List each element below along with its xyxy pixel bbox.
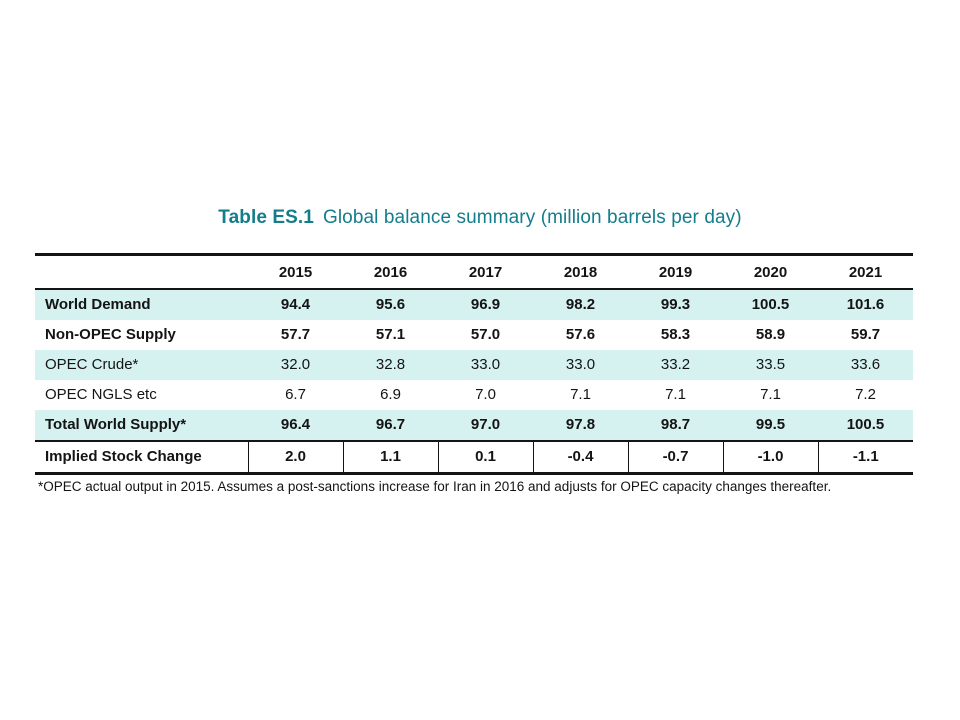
cell-value: 7.1 bbox=[533, 380, 628, 410]
header-empty-cell bbox=[35, 254, 248, 290]
cell-value: 7.1 bbox=[628, 380, 723, 410]
cell-value: 57.0 bbox=[438, 320, 533, 350]
global-balance-table: 2015 2016 2017 2018 2019 2020 2021 World… bbox=[35, 253, 913, 475]
header-year-2018: 2018 bbox=[533, 254, 628, 290]
cell-value: -0.4 bbox=[532, 441, 628, 474]
cell-value: 32.0 bbox=[248, 350, 343, 380]
cell-value: 98.2 bbox=[533, 289, 628, 320]
row-label-implied-stock-change: Implied Stock Change bbox=[35, 441, 248, 474]
cell-value: 6.9 bbox=[343, 380, 438, 410]
cell-value: 96.7 bbox=[343, 410, 438, 441]
cell-value: 33.5 bbox=[723, 350, 818, 380]
footnote: *OPEC actual output in 2015. Assumes a p… bbox=[38, 479, 832, 494]
cell-value: 58.3 bbox=[628, 320, 723, 350]
cell-value: 99.3 bbox=[628, 289, 723, 320]
cell-value: 32.8 bbox=[343, 350, 438, 380]
cell-value: 58.9 bbox=[723, 320, 818, 350]
table-title: Table ES.1 Global balance summary (millio… bbox=[0, 207, 960, 229]
cell-value: -0.7 bbox=[627, 441, 723, 474]
row-label-opec-crude: OPEC Crude* bbox=[35, 350, 248, 380]
row-label-non-opec-supply: Non-OPEC Supply bbox=[35, 320, 248, 350]
cell-value: 96.9 bbox=[438, 289, 533, 320]
cell-value: 100.5 bbox=[723, 289, 818, 320]
cell-value: 99.5 bbox=[723, 410, 818, 441]
cell-value: 57.1 bbox=[343, 320, 438, 350]
cell-value: 101.6 bbox=[818, 289, 913, 320]
header-year-2019: 2019 bbox=[628, 254, 723, 290]
cell-value: -1.0 bbox=[722, 441, 818, 474]
cell-value: 0.1 bbox=[437, 441, 533, 474]
header-year-2017: 2017 bbox=[438, 254, 533, 290]
cell-value: 1.1 bbox=[342, 441, 438, 474]
row-label-total-world-supply: Total World Supply* bbox=[35, 410, 248, 441]
cell-value: 59.7 bbox=[818, 320, 913, 350]
cell-value: 7.0 bbox=[438, 380, 533, 410]
table-row-opec-ngls: OPEC NGLS etc 6.7 6.9 7.0 7.1 7.1 7.1 7.… bbox=[35, 380, 913, 410]
header-year-2021: 2021 bbox=[818, 254, 913, 290]
cell-value: 7.1 bbox=[723, 380, 818, 410]
header-row: 2015 2016 2017 2018 2019 2020 2021 bbox=[35, 254, 913, 290]
cell-value: 33.0 bbox=[438, 350, 533, 380]
row-label-world-demand: World Demand bbox=[35, 289, 248, 320]
cell-value: 57.6 bbox=[533, 320, 628, 350]
table-title-text: Global balance summary (million barrels … bbox=[322, 207, 742, 228]
cell-value: 33.2 bbox=[628, 350, 723, 380]
cell-value: 100.5 bbox=[818, 410, 913, 441]
table-row-total-world-supply: Total World Supply* 96.4 96.7 97.0 97.8 … bbox=[35, 410, 913, 441]
table-row-implied-stock-change: Implied Stock Change 2.0 1.1 0.1 -0.4 -0… bbox=[35, 441, 913, 474]
cell-value: 33.0 bbox=[533, 350, 628, 380]
cell-value: 95.6 bbox=[343, 289, 438, 320]
cell-value: 6.7 bbox=[248, 380, 343, 410]
table-row-opec-crude: OPEC Crude* 32.0 32.8 33.0 33.0 33.2 33.… bbox=[35, 350, 913, 380]
cell-value: 97.0 bbox=[438, 410, 533, 441]
cell-value: 33.6 bbox=[818, 350, 913, 380]
header-year-2016: 2016 bbox=[343, 254, 438, 290]
cell-value: 57.7 bbox=[248, 320, 343, 350]
cell-value: -1.1 bbox=[817, 441, 913, 474]
header-year-2015: 2015 bbox=[248, 254, 343, 290]
cell-value: 2.0 bbox=[247, 441, 343, 474]
header-year-2020: 2020 bbox=[723, 254, 818, 290]
cell-value: 97.8 bbox=[533, 410, 628, 441]
cell-value: 94.4 bbox=[248, 289, 343, 320]
cell-value: 98.7 bbox=[628, 410, 723, 441]
cell-value: 96.4 bbox=[248, 410, 343, 441]
table-title-label: Table ES.1 bbox=[218, 207, 314, 228]
table-row-non-opec-supply: Non-OPEC Supply 57.7 57.1 57.0 57.6 58.3… bbox=[35, 320, 913, 350]
cell-value: 7.2 bbox=[818, 380, 913, 410]
table-row-world-demand: World Demand 94.4 95.6 96.9 98.2 99.3 10… bbox=[35, 289, 913, 320]
row-label-opec-ngls: OPEC NGLS etc bbox=[35, 380, 248, 410]
